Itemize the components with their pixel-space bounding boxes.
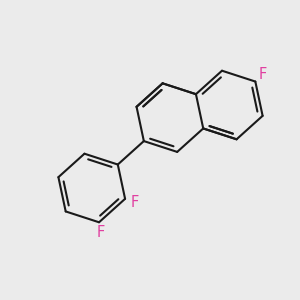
Text: F: F	[131, 195, 139, 210]
Text: F: F	[97, 225, 105, 240]
Text: F: F	[259, 67, 267, 82]
